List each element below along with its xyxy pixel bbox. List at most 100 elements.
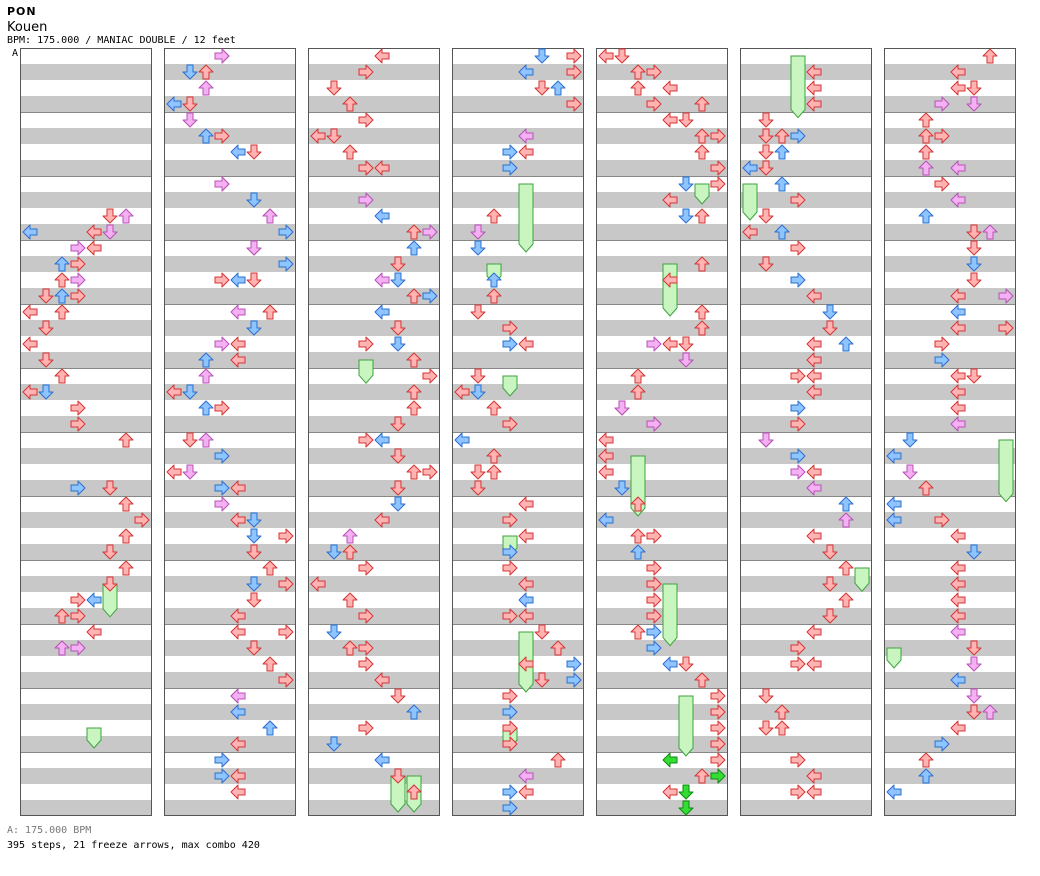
step-arrow-up	[694, 128, 710, 144]
row-band	[164, 736, 296, 752]
step-arrow-right	[502, 784, 518, 800]
step-arrow-up	[774, 720, 790, 736]
step-arrow-right	[710, 768, 726, 784]
step-arrow-right	[566, 656, 582, 672]
step-arrow-right	[422, 368, 438, 384]
step-arrow-right	[502, 720, 518, 736]
row-band	[884, 96, 1016, 112]
step-arrow-up	[982, 48, 998, 64]
step-arrow-up	[550, 80, 566, 96]
row-band	[596, 640, 728, 656]
step-arrow-left	[950, 320, 966, 336]
step-arrow-left	[518, 128, 534, 144]
step-arrow-right	[214, 128, 230, 144]
row-band	[164, 768, 296, 784]
row-band	[452, 672, 584, 688]
row-band	[20, 256, 152, 272]
step-arrow-down	[966, 224, 982, 240]
row-band	[20, 672, 152, 688]
step-arrow-left	[806, 336, 822, 352]
step-arrow-left	[454, 432, 470, 448]
row-band	[884, 384, 1016, 400]
step-arrow-down	[534, 672, 550, 688]
step-arrow-left	[950, 720, 966, 736]
row-band	[308, 96, 440, 112]
step-arrow-up	[118, 560, 134, 576]
row-band	[740, 384, 872, 400]
row-band	[308, 128, 440, 144]
row-band	[452, 448, 584, 464]
row-band	[164, 192, 296, 208]
step-arrow-left	[950, 160, 966, 176]
step-arrow-left	[886, 512, 902, 528]
step-arrow-up	[630, 528, 646, 544]
step-arrow-up	[118, 208, 134, 224]
step-arrow-right	[214, 272, 230, 288]
step-arrow-right	[278, 672, 294, 688]
row-band	[164, 672, 296, 688]
row-band	[452, 288, 584, 304]
step-arrow-right	[934, 128, 950, 144]
row-band	[308, 416, 440, 432]
row-band	[596, 64, 728, 80]
footer-stats: 395 steps, 21 freeze arrows, max combo 4…	[7, 840, 260, 851]
row-band	[452, 576, 584, 592]
row-band	[164, 96, 296, 112]
step-arrow-left	[230, 352, 246, 368]
step-arrow-right	[934, 736, 950, 752]
step-arrow-up	[630, 80, 646, 96]
step-arrow-right	[646, 64, 662, 80]
step-arrow-down	[390, 320, 406, 336]
step-arrow-right	[214, 176, 230, 192]
step-arrow-down	[822, 320, 838, 336]
row-band	[452, 352, 584, 368]
row-band	[596, 320, 728, 336]
step-arrow-right	[214, 336, 230, 352]
step-arrow-left	[886, 496, 902, 512]
step-arrow-right	[790, 128, 806, 144]
step-arrow-left	[518, 784, 534, 800]
column-frame	[20, 48, 152, 816]
step-arrow-right	[998, 320, 1014, 336]
row-band	[884, 704, 1016, 720]
step-arrow-left	[518, 608, 534, 624]
step-arrow-right	[358, 192, 374, 208]
row-band	[884, 224, 1016, 240]
row-band	[164, 256, 296, 272]
freeze-arrow	[678, 695, 694, 757]
row-band	[452, 640, 584, 656]
step-arrow-down	[470, 240, 486, 256]
step-arrow-down	[822, 608, 838, 624]
step-arrow-up	[406, 224, 422, 240]
step-arrow-down	[390, 336, 406, 352]
step-arrow-up	[694, 208, 710, 224]
row-band	[20, 128, 152, 144]
step-arrow-left	[662, 272, 678, 288]
row-band	[884, 736, 1016, 752]
row-band	[596, 288, 728, 304]
row-band	[20, 608, 152, 624]
row-band	[884, 320, 1016, 336]
freeze-arrow	[742, 183, 758, 221]
step-arrow-down	[966, 80, 982, 96]
row-band	[20, 288, 152, 304]
row-band	[20, 448, 152, 464]
step-arrow-up	[918, 112, 934, 128]
row-band	[740, 736, 872, 752]
step-arrow-up	[406, 384, 422, 400]
step-arrow-up	[406, 784, 422, 800]
row-band	[884, 256, 1016, 272]
step-arrow-left	[166, 464, 182, 480]
step-arrow-right	[566, 48, 582, 64]
step-arrow-right	[710, 736, 726, 752]
step-arrow-up	[630, 368, 646, 384]
step-arrow-left	[374, 304, 390, 320]
row-band	[20, 224, 152, 240]
step-arrow-right	[358, 656, 374, 672]
step-arrow-right	[278, 624, 294, 640]
row-band	[884, 672, 1016, 688]
step-arrow-left	[310, 576, 326, 592]
row-band	[740, 224, 872, 240]
row-band	[596, 608, 728, 624]
step-arrow-right	[934, 96, 950, 112]
